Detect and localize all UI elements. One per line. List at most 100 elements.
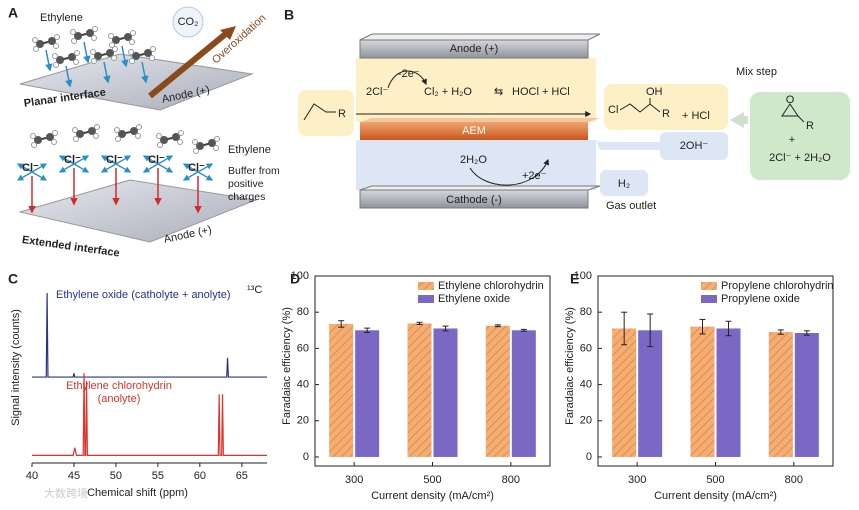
carbon [56, 56, 64, 64]
atom: O [786, 94, 795, 106]
carbon [94, 52, 102, 60]
bar [612, 328, 637, 457]
hydrogen [114, 127, 120, 133]
substituent: R [806, 120, 814, 132]
field-arrow [73, 163, 90, 173]
hydrogen [109, 42, 115, 48]
field-arrow [31, 163, 48, 173]
y-tick-label: 20 [580, 415, 592, 427]
watermark: 大数跨境 [44, 486, 88, 500]
interface-label: Extended interface [21, 234, 120, 260]
x-tick-label: 65 [236, 470, 248, 482]
carbon [208, 139, 216, 147]
hydrogen [192, 139, 198, 145]
carbon [74, 32, 82, 40]
adsorption-arrow [83, 41, 91, 64]
atom: Cl [608, 104, 618, 116]
hydrogen [91, 58, 97, 64]
hydrogen [213, 145, 219, 151]
hydrogen [150, 46, 156, 52]
x-axis-label: Current density (mA/cm²) [371, 490, 494, 502]
spectrum [32, 373, 267, 456]
hydrogen [51, 139, 57, 145]
hydrogen [111, 55, 117, 61]
intermediate-box [604, 84, 728, 130]
hydrogen [177, 139, 183, 145]
field-arrow [197, 163, 214, 173]
field-arrow [182, 163, 199, 173]
hydrogen [115, 136, 121, 142]
legend-swatch [418, 295, 434, 303]
species: + HCl [682, 110, 710, 122]
hydrogen [112, 46, 118, 52]
y-tick-label: 100 [291, 270, 309, 282]
hydrogen [70, 29, 76, 35]
chlorohydrin [619, 103, 661, 113]
aem-top [360, 118, 600, 122]
hydrogen [54, 34, 60, 40]
reaction-arrow [387, 70, 427, 89]
y-tick-label: 60 [297, 342, 309, 354]
field-arrow [142, 163, 159, 173]
legend-label: Ethylene oxide [438, 293, 510, 305]
hydrogen [73, 136, 79, 142]
field-arrow [157, 163, 174, 173]
x-tick-label: 500 [706, 474, 724, 486]
molecule-label: Ethylene [40, 12, 83, 24]
bar [690, 326, 715, 457]
cathode-slab-top [359, 185, 601, 191]
field-arrow [31, 171, 48, 181]
panel-b: B Anode (+) AEM Cathode (-) 2Cl⁻ -2e⁻ Cl… [284, 7, 850, 212]
hydrogen [33, 46, 39, 52]
hydrogen [53, 62, 59, 68]
product-box [750, 92, 850, 180]
bar [716, 328, 741, 457]
panel-label: E [570, 271, 579, 287]
species: 2OH⁻ [680, 140, 709, 152]
hydrogen [128, 49, 134, 55]
overoxidation-arrow [148, 29, 230, 99]
x-axis-label: Chemical shift (ppm) [87, 487, 188, 499]
hydrogen [214, 136, 220, 142]
hydrogen [94, 124, 100, 130]
legend-swatch [418, 282, 434, 290]
y-axis-label: Faradaiac efficiency (%) [564, 307, 576, 425]
species: 2Cl⁻ [366, 86, 389, 98]
hydrogen [108, 33, 114, 39]
hydrogen [193, 148, 199, 154]
x-tick-label: 300 [345, 474, 363, 486]
ion-label: Cl⁻ [22, 162, 39, 174]
flow-arrow [730, 112, 748, 128]
carbon [118, 130, 126, 138]
field-arrow [142, 155, 159, 165]
x-axis-label: Current density (mA/cm²) [654, 490, 777, 502]
buffer-note: Buffer from positive charges [228, 165, 280, 203]
hydrogen [73, 59, 79, 65]
extended-anode [18, 179, 258, 243]
x-tick-label: 60 [194, 470, 206, 482]
legend-label: Ethylene chlorohydrin [438, 280, 544, 292]
reactant-box [298, 90, 354, 136]
x-tick-label: 40 [26, 470, 38, 482]
bar [768, 332, 793, 457]
field-arrow [182, 171, 199, 181]
field-arrow [100, 155, 117, 165]
field-arrow [197, 171, 214, 181]
carbon [36, 40, 44, 48]
y-axis-label: Faradaiac efficiency (%) [281, 307, 293, 425]
y-tick-label: 0 [303, 451, 309, 463]
bar [794, 333, 819, 457]
carbon [132, 52, 140, 60]
hydrogen [93, 133, 99, 139]
arrow-head [220, 26, 236, 40]
field-arrow [100, 163, 117, 173]
x-tick-label: 50 [110, 470, 122, 482]
carbon [86, 29, 94, 37]
bar [433, 328, 458, 457]
hydrogen [92, 26, 98, 32]
species: HOCl + HCl [512, 86, 570, 98]
carbon [106, 49, 114, 57]
species: Cl₂ + H₂O [424, 86, 472, 98]
